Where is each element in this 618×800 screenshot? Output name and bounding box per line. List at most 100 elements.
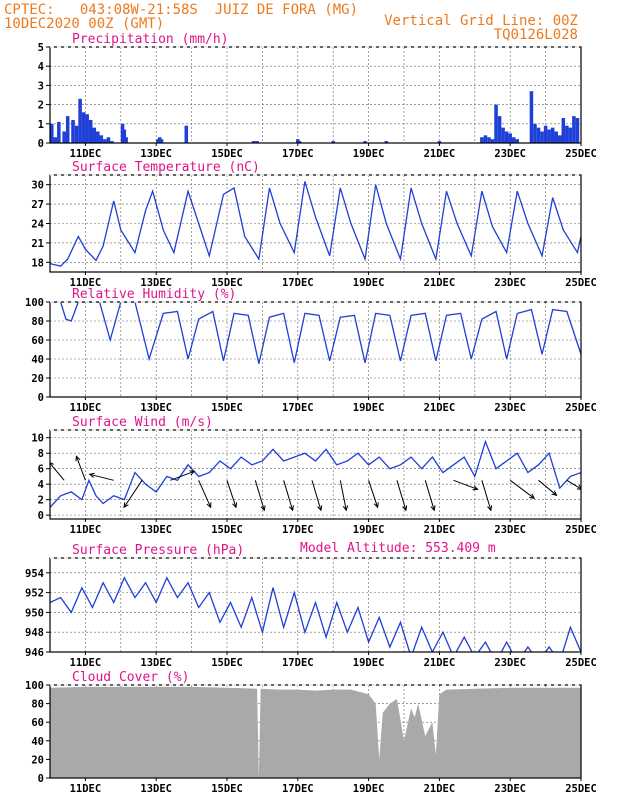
wind-arrow [75, 456, 86, 481]
cloud-cover-frame [49, 684, 582, 779]
precipitation-bar [557, 135, 562, 143]
precipitation-bar [533, 123, 537, 143]
precipitation-xtick-label: 19DEC [353, 148, 385, 160]
wind-arrow-head [232, 502, 238, 509]
cloud-cover-xtick-label: 13DEC [140, 783, 172, 795]
humidity-xtick-label: 11DEC [70, 402, 102, 414]
precipitation-bar [78, 98, 82, 143]
temperature-data [50, 181, 581, 267]
wind-arrow-head [189, 470, 196, 476]
wind-title: Surface Wind (m/s) [72, 415, 213, 430]
pressure-xtick-label: 15DEC [211, 657, 243, 669]
precipitation-bar [157, 137, 162, 143]
cloud-cover-ytick-label: 0 [38, 773, 44, 785]
cloud-cover-area [50, 686, 581, 778]
cloud-cover-panel: 0 20 40 60 80 100 11DEC 13DEC 15DEC 17DEC 19DEC 21D… [25, 670, 597, 795]
wind-ytick-label: 6 [38, 464, 44, 476]
precipitation-ytick-label: 5 [38, 42, 44, 54]
precipitation-bar [554, 131, 558, 143]
precipitation-bar [483, 135, 488, 143]
humidity-ytick-label: 80 [31, 316, 44, 328]
precipitation-bar [572, 116, 576, 143]
pressure-xtick-label: 13DEC [140, 657, 172, 669]
humidity-xtick-label: 17DEC [282, 402, 314, 414]
cloud-cover-xtick-label: 15DEC [211, 783, 243, 795]
wind-xtick-label: 21DEC [424, 524, 456, 536]
temperature-xtick-label: 21DEC [424, 277, 456, 289]
wind-arrow-head [576, 484, 581, 490]
precipitation-bar [65, 116, 70, 143]
wind-ytick-label: 0 [38, 510, 44, 522]
humidity-panel: 0 20 40 60 80 100 11DEC 13DEC 15DEC 17DEC 19DEC 21D… [25, 287, 597, 414]
wind-arrow [198, 480, 212, 508]
precipitation-bar [57, 121, 61, 143]
pressure-xtick-label: 23DEC [494, 657, 526, 669]
temperature-xtick-label: 15DEC [211, 277, 243, 289]
precipitation-bar [487, 137, 491, 143]
wind-xtick-label: 17DEC [282, 524, 314, 536]
temperature-xtick-label: 11DEC [70, 277, 102, 289]
wind-arrow-head [317, 505, 323, 512]
pressure-xtick-label: 21DEC [424, 657, 456, 669]
precipitation-xtick-label: 17DEC [282, 148, 314, 160]
precipitation-bar [508, 133, 512, 143]
precipitation-bar [92, 127, 97, 143]
cloud-cover-data [50, 686, 581, 778]
cloud-cover-xtick-label: 11DEC [70, 783, 102, 795]
wind-arrow-head [402, 505, 408, 512]
precipitation-bar [124, 137, 128, 143]
wind-arrow-head [88, 472, 95, 478]
pressure-ytick-label: 946 [25, 647, 44, 659]
precipitation-xtick-label: 21DEC [424, 148, 456, 160]
model-altitude: Model Altitude: 553.409 m [300, 541, 496, 556]
precipitation-xtick-label: 13DEC [140, 148, 172, 160]
pressure-ytick-label: 954 [25, 568, 44, 580]
humidity-xtick-label: 15DEC [211, 402, 243, 414]
cloud-cover-xtick-label: 25DEC [565, 783, 597, 795]
temperature-xtick-label: 23DEC [494, 277, 526, 289]
temperature-xtick-label: 17DEC [282, 277, 314, 289]
precipitation-bar [511, 137, 516, 143]
cloud-cover-title: Cloud Cover (%) [72, 670, 189, 685]
cloud-cover-xtick-label: 19DEC [353, 783, 385, 795]
wind-arrow [396, 480, 407, 511]
precipitation-bar [106, 137, 111, 143]
wind-arrow [566, 479, 581, 490]
temperature-panel: 18 21 24 27 30 11DEC 13DEC 15DEC 17DEC 19DEC 21DEC… [31, 160, 596, 289]
wind-arrow [368, 480, 379, 508]
wind-arrow [170, 470, 195, 481]
precipitation-bar [331, 141, 335, 143]
wind-arrow [226, 480, 237, 508]
header-station: CPTEC: 043:08W-21:58S JUIZ DE FORA (MG) [4, 2, 358, 18]
precipitation-panel: 0 1 2 3 4 5 11DEC 13DEC 15DEC 17DEC 19DEC 21DEC 23DE… [38, 32, 597, 160]
wind-arrow [453, 479, 478, 490]
humidity-ytick-label: 60 [31, 335, 44, 347]
temperature-ytick-label: 30 [31, 180, 44, 192]
precipitation-bar [71, 119, 75, 143]
humidity-ytick-label: 20 [31, 373, 44, 385]
header-model: TQ0126L028 [494, 27, 578, 43]
wind-arrow [311, 480, 322, 511]
precipitation-bar [251, 141, 256, 143]
wind-data [50, 439, 581, 512]
wind-arrow [123, 480, 143, 508]
header-grid-line: Vertical Grid Line: 00Z [384, 13, 578, 29]
pressure-xtick-label: 17DEC [282, 657, 314, 669]
pressure-title: Surface Pressure (hPa) [72, 543, 244, 558]
precipitation-ytick-label: 0 [38, 138, 44, 150]
precipitation-bar [550, 127, 555, 143]
pressure-xtick-label: 11DEC [70, 657, 102, 669]
wind-xtick-label: 15DEC [211, 524, 243, 536]
precipitation-bar [561, 118, 566, 143]
cloud-cover-xtick-label: 17DEC [282, 783, 314, 795]
panels: 0 1 2 3 4 5 11DEC 13DEC 15DEC 17DEC 19DEC 21DEC 23DE… [25, 32, 597, 795]
pressure-line [50, 576, 581, 652]
precipitation-bar [85, 114, 89, 143]
temperature-ytick-label: 21 [31, 238, 44, 250]
wind-arrow-head [472, 485, 479, 491]
precipitation-bar [504, 131, 509, 143]
wind-xtick-label: 23DEC [494, 524, 526, 536]
wind-arrow-head [206, 502, 212, 509]
pressure-ytick-label: 948 [25, 627, 44, 639]
